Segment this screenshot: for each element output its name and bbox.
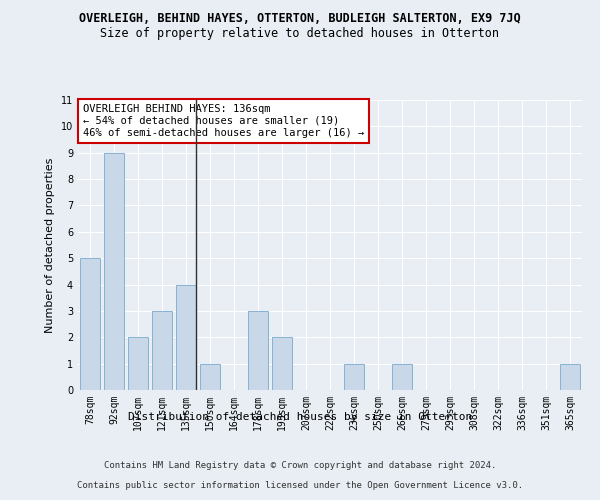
Text: Contains HM Land Registry data © Crown copyright and database right 2024.: Contains HM Land Registry data © Crown c… <box>104 461 496 470</box>
Bar <box>560 364 580 390</box>
Text: OVERLEIGH BEHIND HAYES: 136sqm
← 54% of detached houses are smaller (19)
46% of : OVERLEIGH BEHIND HAYES: 136sqm ← 54% of … <box>83 104 364 138</box>
Text: OVERLEIGH, BEHIND HAYES, OTTERTON, BUDLEIGH SALTERTON, EX9 7JQ: OVERLEIGH, BEHIND HAYES, OTTERTON, BUDLE… <box>79 12 521 26</box>
Bar <box>128 338 148 390</box>
Bar <box>104 152 124 390</box>
Bar <box>344 364 364 390</box>
Bar <box>80 258 100 390</box>
Text: Contains public sector information licensed under the Open Government Licence v3: Contains public sector information licen… <box>77 481 523 490</box>
Bar <box>200 364 220 390</box>
Bar <box>272 338 292 390</box>
Text: Size of property relative to detached houses in Otterton: Size of property relative to detached ho… <box>101 28 499 40</box>
Y-axis label: Number of detached properties: Number of detached properties <box>46 158 55 332</box>
Bar <box>176 284 196 390</box>
Bar <box>392 364 412 390</box>
Bar <box>152 311 172 390</box>
Bar <box>248 311 268 390</box>
Text: Distribution of detached houses by size in Otterton: Distribution of detached houses by size … <box>128 412 472 422</box>
